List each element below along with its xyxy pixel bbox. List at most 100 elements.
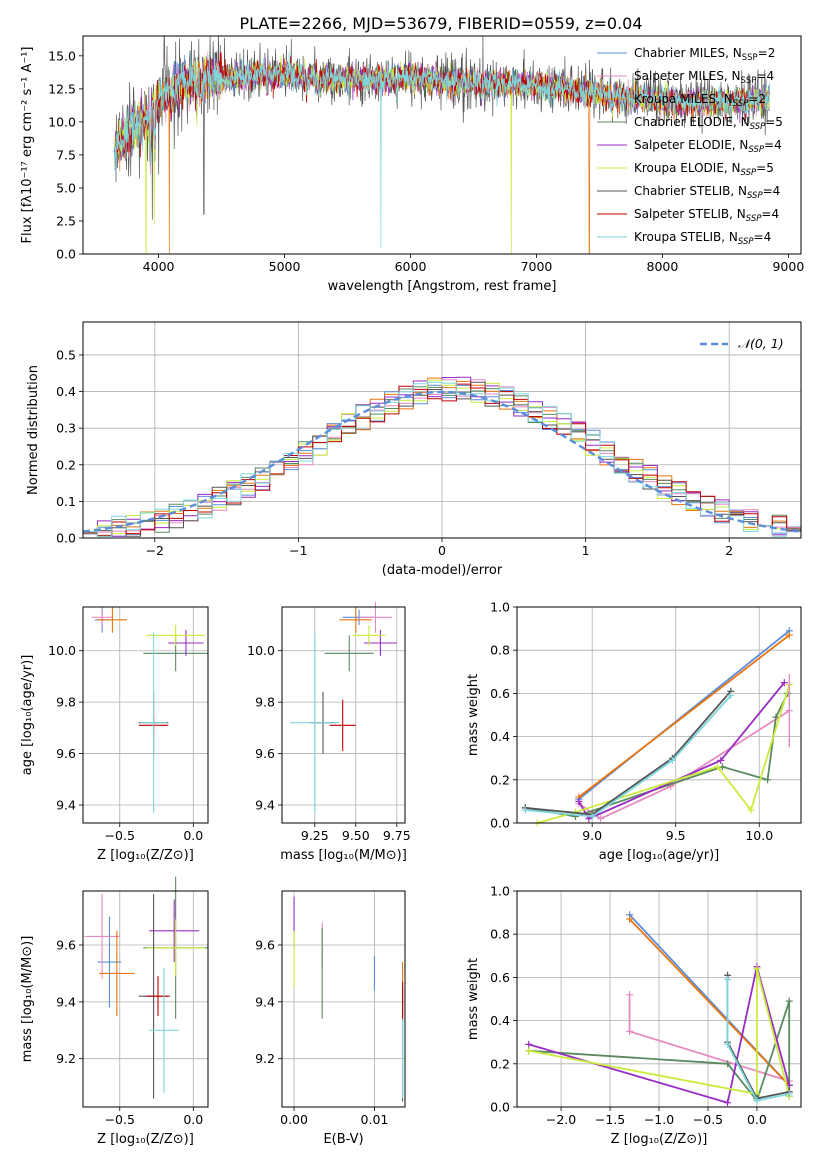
legend-nssp-value: 4 <box>773 184 781 198</box>
legend-nssp-prefix: , N <box>725 46 742 60</box>
mass_vs_z-xtick-label: −0.5 <box>105 1112 135 1127</box>
legend-nssp-value: 4 <box>771 207 779 221</box>
mass_vs_z-axes: −0.5 0.0 9.2 9.4 9.6 Z [log₁₀(Z/Z⊙)] mass [log… <box>20 876 209 1147</box>
mass_vs_ebv-ytick-label: 9.6 <box>255 938 275 953</box>
spectrum-ytick-label: 12.5 <box>48 81 76 96</box>
weight_vs_age-ytick-label: 0.4 <box>490 729 510 744</box>
spectrum-xtick-label: 9000 <box>772 259 804 274</box>
weight_vs_age-axes: 9.0 9.5 10.0 0.0 0.2 0.4 0.6 0.8 1.0 age [log₁₀(a… <box>466 600 802 863</box>
mass_vs_ebv-xlabel: E(B-V) <box>323 1132 363 1147</box>
weight_vs_age-series-6 <box>525 690 732 816</box>
legend-nssp-prefix: , N <box>733 115 750 129</box>
legend-label-7: Salpeter STELIB, NSSP=4 <box>634 207 779 224</box>
mass_vs_z-xlabel: Z [log₁₀(Z/Z⊙)] <box>97 1132 194 1147</box>
weight_vs_age-marker-4-2 <box>717 756 725 764</box>
weight_vs_age-marker-8-2 <box>668 756 676 764</box>
age_vs_mass-ytick-label: 9.8 <box>255 695 275 710</box>
legend-name: Chabrier STELIB <box>634 184 730 198</box>
weight_vs_age-ytick-label: 0.2 <box>490 772 510 787</box>
legend-nssp-sub: SSP <box>750 122 766 132</box>
spectrum-ytick-label: 7.5 <box>56 147 76 162</box>
weight_vs_z-xlabel: Z [log₁₀(Z/Z⊙)] <box>611 1132 708 1147</box>
age_vs_z-frame <box>82 606 209 824</box>
age_vs_mass-xtick-label: 9.75 <box>383 828 411 843</box>
spectrum-xtick-label: 7000 <box>521 259 553 274</box>
spectrum-xtick-label: 5000 <box>269 259 301 274</box>
legend-nssp-value: 2 <box>758 92 766 106</box>
legend-nssp-eq: = <box>764 138 774 152</box>
age_vs_mass-frame <box>281 606 406 824</box>
hist-normal-curve <box>82 390 802 533</box>
weight_vs_z-ytick-label: 0.4 <box>490 1013 510 1028</box>
legend-nssp-prefix: , N <box>732 138 749 152</box>
weight_vs_z-ytick-label: 0.2 <box>490 1056 510 1071</box>
legend-nssp-sub: SSP <box>742 53 758 63</box>
weight_vs_z-marker-8-1 <box>724 1040 732 1048</box>
legend-name: Kroupa STELIB <box>634 230 721 244</box>
legend-nssp-eq: = <box>756 69 766 83</box>
spectrum-ytick-label: 15.0 <box>48 48 76 63</box>
age_vs_z-axes: −0.5 0.0 9.4 9.6 9.8 10.0 Z [log₁₀(Z/Z⊙)] age [… <box>20 606 209 863</box>
weight_vs_age-series-2 <box>578 634 790 798</box>
weight_vs_z-marker-2-0 <box>626 915 634 923</box>
weight_vs_age-marker-8-3 <box>727 692 735 700</box>
legend-nssp-eq: = <box>758 46 768 60</box>
legend-label-0: Chabrier MILES, NSSP=2 <box>634 46 775 63</box>
weight_vs_z-xtick-label: −2.0 <box>546 1112 576 1127</box>
legend-label-6: Chabrier STELIB, NSSP=4 <box>634 184 780 201</box>
weight_vs_z-marker-5-2 <box>753 965 761 973</box>
legend-nssp-prefix: , N <box>729 207 746 221</box>
residual_histogram-ytick-label: 0.0 <box>56 531 76 546</box>
weight_vs_age-marker-2-1 <box>785 631 793 639</box>
weight_vs_age-xlabel: age [log₁₀(age/yr)] <box>599 848 720 863</box>
hist-frame <box>82 321 802 539</box>
mass_vs_ebv-ytick-label: 9.4 <box>255 994 275 1009</box>
age_vs_mass-ytick-label: 10.0 <box>247 643 275 658</box>
age_vs_z-ytick-label: 9.4 <box>56 798 76 813</box>
legend-name: Salpeter MILES <box>634 69 724 83</box>
residual_histogram-axes: −2 −1 0 1 2 0.0 0.1 0.2 0.3 0.4 0.5 (data-model)/er… <box>26 321 802 578</box>
mass_vs_ebv-axes: 0.00 0.01 9.2 9.4 9.6 E(B-V) <box>255 890 406 1147</box>
weight_vs_z-marker-4-1 <box>724 1099 732 1107</box>
weight_vs_z-ytick-label: 1.0 <box>490 884 510 899</box>
legend-nssp-value: 4 <box>774 138 782 152</box>
age_vs_mass-xtick-label: 9.50 <box>342 828 370 843</box>
weight_vs_age-ylabel: mass weight <box>466 674 481 756</box>
mass_vs_z-ylabel: mass [log₁₀(M/M⊙)] <box>20 936 35 1063</box>
age_vs_mass-xlabel: mass [log₁₀(M/M⊙)] <box>280 848 407 863</box>
legend-label-4: Salpeter ELODIE, NSSP=4 <box>634 138 782 155</box>
weight_vs_z-marker-5-0 <box>525 1047 533 1055</box>
weight_vs_age-series-5 <box>536 684 791 823</box>
weight_vs_z-marker-8-3 <box>785 1090 793 1098</box>
legend-nssp-sub: SSP <box>747 191 763 201</box>
figure-title: PLATE=2266, MJD=53679, FIBERID=0559, z=0… <box>239 14 642 33</box>
weight_vs_age-marker-4-3 <box>780 679 788 687</box>
hist-series-7 <box>83 383 801 536</box>
weight_vs_z-marker-3-3 <box>785 997 793 1005</box>
weight_vs_z-marker-8-0 <box>724 976 732 984</box>
residual_histogram-xlabel: (data-model)/error <box>382 563 503 578</box>
weight_vs_z-ytick-label: 0.6 <box>490 970 510 985</box>
legend-nssp-prefix: , N <box>716 92 733 106</box>
legend-label-5: Kroupa ELODIE, NSSP=5 <box>634 161 774 178</box>
spectrum-ytick-label: 5.0 <box>56 180 76 195</box>
weight_vs_age-marker-5-2 <box>713 763 721 771</box>
spectrum-xtick-label: 8000 <box>647 259 679 274</box>
weight_vs_z-marker-1-1 <box>626 1027 634 1035</box>
legend-nssp-value: 5 <box>775 115 783 129</box>
weight_vs_z-frame <box>516 890 802 1108</box>
weight_vs_age-frame <box>516 606 802 824</box>
hist-series-8 <box>83 381 801 537</box>
spectrum-series-7 <box>114 52 770 167</box>
weight_vs_age-marker-3-4 <box>772 713 780 721</box>
spectrum-xlabel: wavelength [Angstrom, rest frame] <box>328 279 557 294</box>
spectrum-xtick-label: 6000 <box>395 259 427 274</box>
mass_vs_z-ytick-label: 9.4 <box>56 994 76 1009</box>
age_vs_z-ytick-label: 9.6 <box>56 746 76 761</box>
spectrum-series-8 <box>114 50 770 248</box>
weight_vs_z-marker-1-0 <box>626 991 634 999</box>
weight_vs_z-series-4 <box>528 966 791 1104</box>
spectrum-frame <box>82 35 802 255</box>
weight_vs_age-series-3 <box>525 693 789 818</box>
